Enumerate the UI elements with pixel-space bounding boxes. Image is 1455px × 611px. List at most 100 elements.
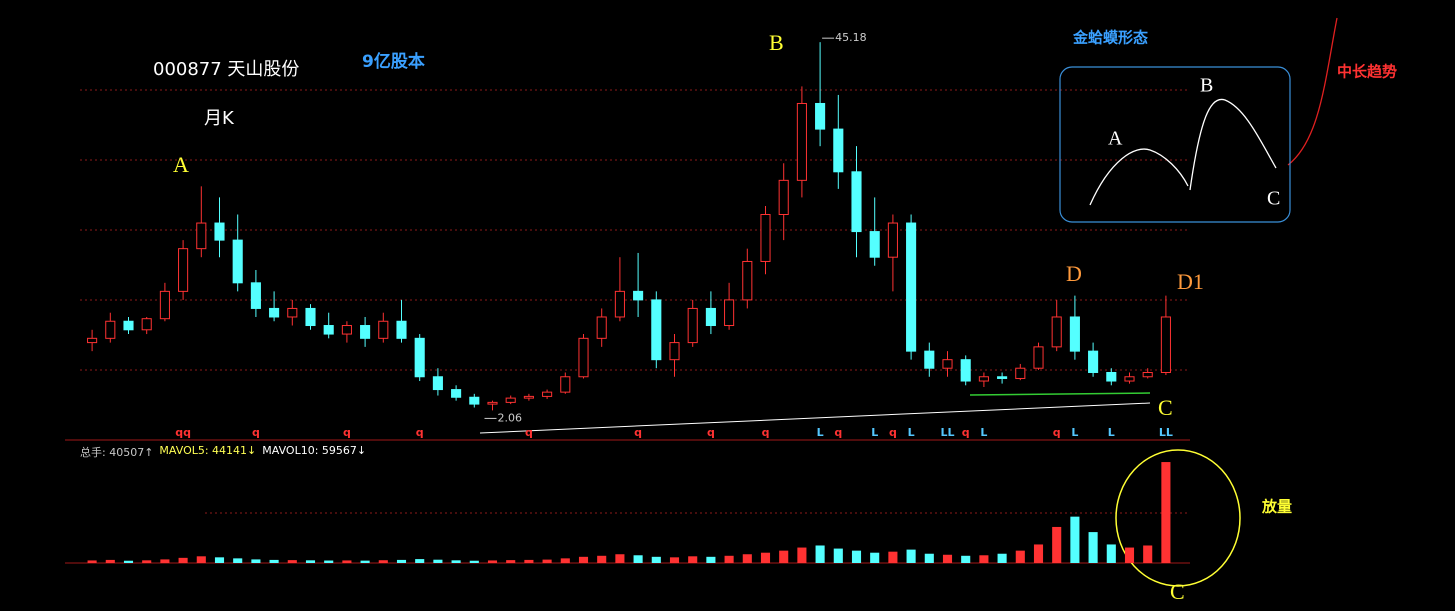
candle-body [341, 325, 352, 335]
candle-body [250, 282, 261, 309]
candle-body [287, 307, 298, 318]
volume-bar [979, 555, 989, 563]
inset-point: A [1108, 128, 1123, 150]
volume-bar [287, 560, 297, 563]
chart-title: 000877 天山股份 [153, 59, 299, 80]
volume-bar [633, 555, 643, 563]
signal: q [889, 426, 897, 439]
candle-body [978, 376, 989, 382]
volume-note: 放量 [1261, 498, 1292, 516]
volume-bar [797, 547, 807, 563]
candle-body [487, 401, 498, 405]
candle-body [360, 325, 371, 339]
inset-point: B [1200, 75, 1213, 97]
signal: L [817, 426, 824, 439]
annotation: D1 [1177, 269, 1204, 294]
volume-bar [560, 558, 570, 563]
candle-body [906, 222, 917, 352]
candle-body [378, 320, 389, 339]
volume-bar [451, 560, 461, 563]
signal: q [962, 426, 970, 439]
volume-bar [342, 560, 352, 563]
candle-body [1069, 316, 1080, 352]
signal: L [980, 426, 987, 439]
candle-body [159, 290, 170, 320]
signal: LL [1159, 426, 1173, 439]
volume-bar [997, 553, 1007, 563]
candle-body [705, 307, 716, 327]
volume-bar [324, 560, 334, 563]
volume-bar [961, 555, 971, 563]
volume-bar [615, 554, 625, 563]
candle-body [542, 391, 553, 397]
volume-bar [742, 554, 752, 563]
volume-bar [669, 557, 680, 563]
candle-body [269, 307, 280, 318]
signal: qq [175, 426, 191, 439]
volume-bar [706, 556, 716, 563]
volume-bar [214, 557, 225, 563]
candle-body [1142, 371, 1153, 378]
candle-body [505, 397, 516, 403]
signal: q [525, 426, 533, 439]
signal: q [416, 426, 424, 439]
trend-label: 中长趋势 [1337, 63, 1397, 81]
candle-body [724, 299, 735, 327]
volume-bar [269, 559, 279, 563]
period: 月K [204, 108, 235, 129]
volume-bar [360, 560, 370, 563]
volume-bar [688, 556, 698, 563]
legend-entry: MAVOL5: 44141↓ [159, 444, 257, 457]
candle-body [560, 376, 571, 393]
candle-body [1015, 367, 1026, 379]
candle-body [1124, 376, 1135, 382]
signal: L [1071, 426, 1078, 439]
signal: q [762, 426, 770, 439]
candle-body [214, 222, 225, 241]
volume-bar [233, 558, 243, 563]
candle-body [123, 320, 134, 331]
candle-body [469, 396, 480, 405]
candle-body [578, 337, 589, 378]
candle-body [742, 260, 753, 301]
volume-bar [123, 560, 134, 563]
candle-body [105, 320, 116, 339]
volume-bar [815, 545, 825, 563]
volume-bar [924, 553, 934, 563]
volume-bar [506, 560, 516, 563]
volume-bar [1015, 550, 1025, 563]
signal: q [707, 426, 715, 439]
candle-body [960, 359, 971, 382]
volume-bar [942, 554, 953, 563]
volume-bar [487, 560, 498, 563]
candle-body [614, 290, 625, 318]
volume-bar [196, 556, 206, 563]
candle-body [305, 307, 316, 327]
trend-curve [1287, 17, 1338, 166]
volume-bar [433, 559, 443, 563]
inset-curve [1189, 98, 1277, 191]
inset-box [1059, 66, 1291, 223]
volume-bar [305, 560, 316, 563]
candle-body [815, 102, 826, 130]
candle-body [396, 320, 407, 339]
volume-bar [251, 559, 261, 563]
support-line [969, 392, 1151, 396]
volume-bar [906, 549, 916, 563]
volume-bar [1070, 516, 1080, 563]
candle-body [141, 318, 152, 331]
candle-body [196, 222, 207, 250]
volume-bar [542, 559, 552, 563]
signal: q [343, 426, 351, 439]
volume-bar [1052, 526, 1062, 563]
volume-bar [1088, 532, 1098, 563]
volume-bar [105, 559, 115, 563]
low-label: 2.06 [498, 411, 523, 424]
candle-body [651, 299, 662, 361]
candle-body [778, 179, 789, 215]
candle-body [924, 350, 935, 369]
annotation: D [1066, 261, 1082, 286]
candle-body [178, 248, 189, 292]
volume-bar [1161, 462, 1171, 563]
